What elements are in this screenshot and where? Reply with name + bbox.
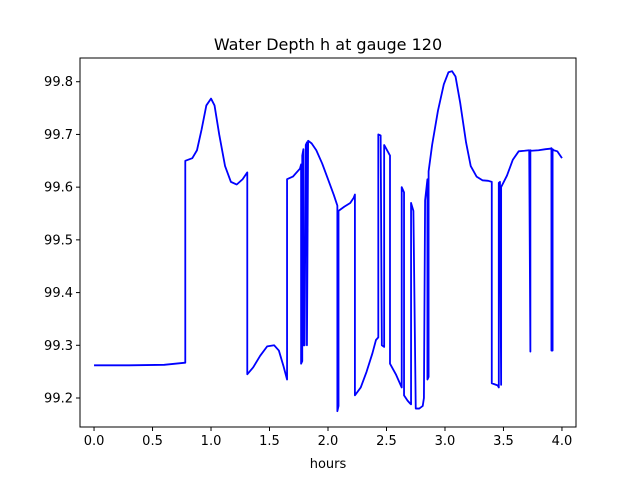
- y-tick-label: 99.3: [44, 339, 73, 354]
- x-tick-label: 2.0: [318, 434, 339, 449]
- chart-title: Water Depth h at gauge 120: [214, 35, 442, 54]
- x-tick-label: 3.0: [435, 434, 456, 449]
- y-axis: 99.2 99.3 99.4 99.5 99.6 99.7 99.8: [44, 75, 80, 407]
- y-tick-label: 99.5: [44, 233, 73, 248]
- plot-frame: [79, 57, 577, 428]
- x-tick-label: 0.0: [84, 434, 105, 449]
- y-tick-label: 99.4: [44, 286, 73, 301]
- y-tick-label: 99.8: [44, 75, 73, 90]
- x-axis: 0.0 0.5 1.0 1.5 2.0 2.5 3.0 3.5 4.0: [84, 427, 573, 449]
- x-tick-label: 1.0: [201, 434, 222, 449]
- x-tick-label: 0.5: [142, 434, 163, 449]
- x-tick-label: 1.5: [259, 434, 280, 449]
- y-tick-label: 99.2: [44, 392, 73, 407]
- x-tick-label: 4.0: [552, 434, 573, 449]
- x-tick-label: 2.5: [376, 434, 397, 449]
- x-tick-label: 3.5: [493, 434, 514, 449]
- y-tick-label: 99.7: [44, 128, 73, 143]
- y-tick-label: 99.6: [44, 181, 73, 196]
- plot-area: [94, 70, 563, 413]
- series-line-1: [94, 70, 563, 413]
- x-axis-label: hours: [310, 457, 347, 472]
